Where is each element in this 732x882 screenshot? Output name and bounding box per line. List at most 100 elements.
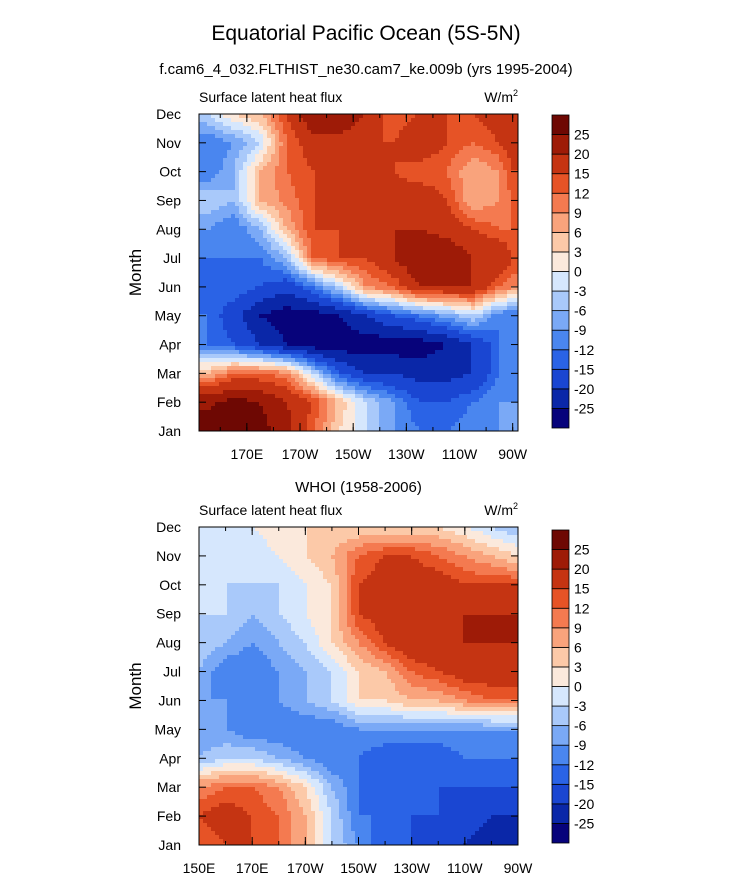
heatmap-cell [259, 346, 264, 351]
heatmap-cell [507, 166, 512, 171]
heatmap-cell [395, 170, 400, 175]
heatmap-cell [287, 218, 292, 223]
heatmap-cell [463, 298, 468, 303]
heatmap-cell [335, 154, 340, 159]
heatmap-cell [411, 274, 416, 279]
heatmap-cell [327, 162, 332, 167]
heatmap-cell [495, 170, 500, 175]
heatmap-cell [495, 138, 500, 143]
heatmap-cell [507, 342, 512, 347]
heatmap-cell [307, 350, 312, 355]
heatmap-cell [483, 146, 488, 151]
heatmap-cell [499, 350, 504, 355]
heatmap-cell [267, 158, 272, 163]
heatmap-cell [423, 162, 428, 167]
heatmap-cell [283, 210, 288, 215]
heatmap-cell [247, 194, 252, 199]
heatmap-cell [311, 350, 316, 355]
heatmap-cell [463, 130, 468, 135]
heatmap-cell [371, 134, 376, 139]
heatmap-cell [455, 358, 460, 363]
heatmap-cell [291, 202, 296, 207]
heatmap-cell [371, 318, 376, 323]
heatmap-cell [215, 318, 220, 323]
heatmap-cell [423, 142, 428, 147]
heatmap-cell [515, 226, 519, 231]
heatmap-cell [507, 186, 512, 191]
heatmap-cell [399, 270, 404, 275]
heatmap-cell [327, 230, 332, 235]
heatmap-cell [415, 122, 420, 127]
heatmap-cell [491, 182, 496, 187]
heatmap-cell [203, 258, 208, 263]
heatmap-cell [211, 126, 216, 131]
heatmap-cell [327, 206, 332, 211]
heatmap-cell [335, 346, 340, 351]
heatmap-cell [295, 186, 300, 191]
heatmap-cell [479, 270, 484, 275]
heatmap-cell [411, 346, 416, 351]
heatmap-cell [471, 310, 476, 315]
heatmap-cell [263, 314, 268, 319]
heatmap-cell [483, 326, 488, 331]
heatmap-cell [227, 146, 232, 151]
heatmap-cell [391, 170, 396, 175]
heatmap-cell [207, 278, 212, 283]
heatmap-cell [239, 338, 244, 343]
heatmap-cell [279, 302, 284, 307]
heatmap-cell [491, 230, 496, 235]
heatmap-cell [447, 190, 452, 195]
heatmap-cell [331, 358, 336, 363]
heatmap-cell [359, 174, 364, 179]
heatmap-cell [343, 274, 348, 279]
heatmap-cell [215, 322, 220, 327]
heatmap-cell [427, 246, 432, 251]
heatmap-cell [259, 130, 264, 135]
heatmap-cell [487, 354, 492, 359]
heatmap-cell [287, 354, 292, 359]
heatmap-cell [263, 306, 268, 311]
heatmap-cell [247, 282, 252, 287]
heatmap-cell [491, 286, 496, 291]
heatmap-cell [391, 166, 396, 171]
heatmap-cell [515, 274, 519, 279]
heatmap-cell [491, 274, 496, 279]
heatmap-cell [359, 250, 364, 255]
heatmap-cell [199, 238, 204, 243]
heatmap-cell [331, 338, 336, 343]
heatmap-cell [355, 226, 360, 231]
heatmap-cell [375, 146, 380, 151]
heatmap-cell [403, 138, 408, 143]
heatmap-cell [411, 170, 416, 175]
heatmap-cell [499, 118, 504, 123]
heatmap-cell [215, 114, 220, 119]
heatmap-cell [263, 330, 268, 335]
heatmap-cell [407, 342, 412, 347]
heatmap-cell [359, 186, 364, 191]
heatmap-cell [311, 310, 316, 315]
heatmap-cell [511, 306, 516, 311]
heatmap-cell [475, 274, 480, 279]
heatmap-cell [439, 122, 444, 127]
heatmap-cell [319, 186, 324, 191]
heatmap-cell [403, 194, 408, 199]
heatmap-cell [419, 190, 424, 195]
heatmap-cell [379, 282, 384, 287]
heatmap-cell [343, 286, 348, 291]
heatmap-cell [499, 126, 504, 131]
heatmap-cell [475, 154, 480, 159]
heatmap-cell [283, 318, 288, 323]
heatmap-cell [363, 342, 368, 347]
heatmap-cell [311, 118, 316, 123]
heatmap-cell [243, 194, 248, 199]
heatmap-cell [495, 226, 500, 231]
heatmap-cell [503, 298, 508, 303]
heatmap-cell [415, 166, 420, 171]
heatmap-cell [251, 330, 256, 335]
heatmap-cell [411, 338, 416, 343]
heatmap-cell [211, 306, 216, 311]
heatmap-cell [223, 138, 228, 143]
heatmap-cell [271, 126, 276, 131]
heatmap-cell [375, 298, 380, 303]
heatmap-cell [371, 326, 376, 331]
